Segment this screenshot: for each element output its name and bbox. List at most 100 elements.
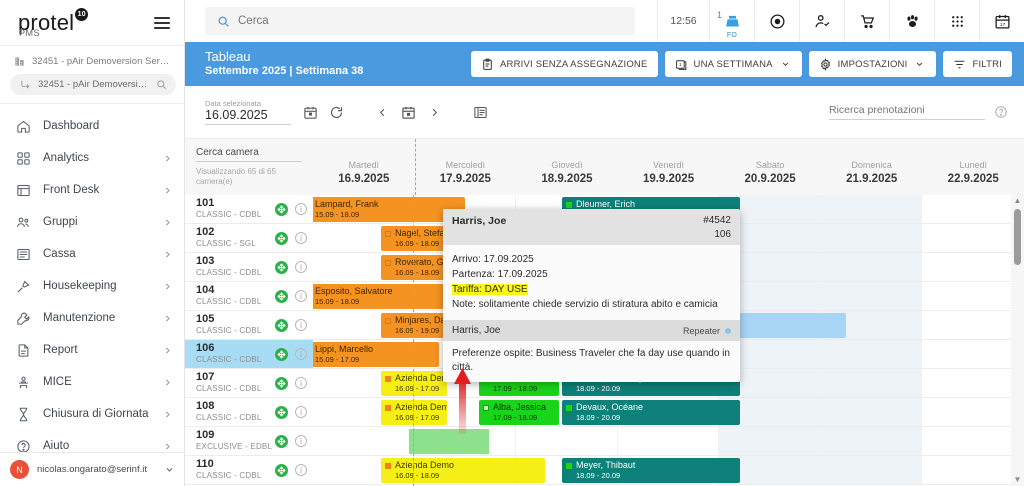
room-status-icon[interactable] [275, 434, 288, 448]
room-info-icon[interactable]: i [295, 377, 307, 389]
room-info-icon[interactable]: i [295, 203, 307, 215]
arrivi-senza-assegnazione-button[interactable]: ARRIVI SENZA ASSEGNAZIONE [470, 51, 658, 77]
day-cell[interactable] [922, 224, 1024, 252]
sidebar-item-manutenzione[interactable]: Manutenzione [0, 302, 184, 334]
day-cell[interactable] [820, 282, 923, 310]
scrollbar-thumb[interactable] [1014, 209, 1021, 265]
room-cell[interactable]: 106 CLASSIC - CDBL i [185, 340, 313, 368]
sidebar-item-gruppi[interactable]: Gruppi [0, 206, 184, 238]
date-picker-button[interactable] [297, 99, 323, 125]
hotel-row-primary[interactable]: 32451 - pAir Demoversion Serenissima [0, 52, 184, 71]
room-row[interactable]: 109 EXCLUSIVE - EDBL i [185, 427, 1024, 456]
room-cell[interactable]: 101 CLASSIC - CDBL i [185, 195, 313, 223]
day-cell[interactable] [820, 253, 923, 281]
day-header[interactable]: Venerdì 19.9.2025 [618, 139, 720, 195]
day-cell[interactable] [922, 427, 1024, 455]
sidebar-item-mice[interactable]: MICE [0, 366, 184, 398]
room-cell[interactable]: 102 CLASSIC - SGL i [185, 224, 313, 252]
room-status-icon[interactable] [275, 231, 288, 245]
scroll-up-arrow-icon[interactable]: ▲ [1013, 196, 1022, 205]
sidebar-item-dashboard[interactable]: Dashboard [0, 110, 184, 142]
day-cell[interactable] [922, 195, 1024, 223]
day-cell[interactable] [922, 311, 1024, 339]
next-day-button[interactable] [421, 99, 447, 125]
day-cell[interactable] [719, 427, 821, 455]
prev-day-button[interactable] [369, 99, 395, 125]
reservation-search[interactable] [829, 104, 1008, 120]
day-header[interactable]: Sabato 20.9.2025 [719, 139, 821, 195]
help-circle-icon[interactable] [994, 105, 1008, 119]
day-header[interactable]: Mercoledì 17.9.2025 [415, 139, 517, 195]
room-info-icon[interactable]: i [295, 232, 307, 244]
room-row[interactable]: 110 CLASSIC - CDBL i Azienda Demo 16.09 - 18… [185, 456, 1024, 485]
scrollbar-track[interactable] [1011, 207, 1024, 474]
target-button[interactable] [754, 0, 799, 42]
reservation-bar[interactable]: Meyer, Thibaut 18.09 - 20.09 [562, 458, 740, 483]
refresh-button[interactable] [323, 99, 349, 125]
room-info-icon[interactable]: i [295, 406, 307, 418]
room-cell[interactable]: 107 CLASSIC - CDBL i [185, 369, 313, 397]
hamburger-menu-icon[interactable] [154, 16, 170, 29]
selected-date-field[interactable]: Data selezionata 16.09.2025 [205, 99, 297, 125]
day-header[interactable]: Giovedì 18.9.2025 [516, 139, 618, 195]
room-info-icon[interactable]: i [295, 464, 307, 476]
sidebar-item-aiuto[interactable]: Aiuto [0, 430, 184, 452]
day-cell[interactable] [820, 398, 923, 426]
impostazioni-button[interactable]: IMPOSTAZIONI [808, 51, 937, 77]
selected-date-value[interactable]: 16.09.2025 [205, 108, 291, 125]
sidebar-item-report[interactable]: Report [0, 334, 184, 366]
cash-register-button[interactable]: 1 FO [709, 0, 754, 42]
day-cell[interactable] [922, 282, 1024, 310]
room-info-icon[interactable]: i [295, 319, 307, 331]
day-cell[interactable] [820, 224, 923, 252]
room-status-icon[interactable] [275, 347, 288, 361]
room-status-icon[interactable] [275, 405, 288, 419]
hotel-row-secondary[interactable]: 32451 - pAir Demoversion Seren... [10, 74, 176, 95]
reservation-bar[interactable]: Azienda Demo 16.09 - 18.09 [381, 458, 545, 483]
reservation-bar[interactable] [409, 429, 489, 454]
reservation-bar[interactable]: Esposito, Salvatore 15.09 - 18.09 [301, 284, 465, 309]
day-header[interactable]: Domenica 21.9.2025 [821, 139, 923, 195]
global-search[interactable] [205, 7, 635, 35]
checkin-button[interactable] [799, 0, 844, 42]
list-view-button[interactable] [467, 99, 493, 125]
day-cell[interactable] [820, 369, 923, 397]
room-info-icon[interactable]: i [295, 348, 307, 360]
room-info-icon[interactable]: i [295, 290, 307, 302]
day-cell[interactable] [516, 427, 618, 455]
room-search-input[interactable]: Cerca camera [196, 147, 302, 162]
reservation-search-input[interactable] [829, 104, 985, 120]
sidebar-item-housekeeping[interactable]: Housekeeping [0, 270, 184, 302]
reservation-bar[interactable]: Alba, Jessica 17.09 - 18.09 [479, 400, 559, 425]
calendar-button[interactable]: 17 [979, 0, 1024, 42]
reservation-bar[interactable]: Devaux, Océane 18.09 - 20.09 [562, 400, 740, 425]
room-cell[interactable]: 103 CLASSIC - CDBL i [185, 253, 313, 281]
search-input[interactable] [238, 15, 623, 27]
apps-grid-button[interactable] [934, 0, 979, 42]
day-cell[interactable] [820, 456, 923, 484]
room-status-icon[interactable] [275, 463, 288, 477]
room-status-icon[interactable] [275, 289, 288, 303]
room-info-icon[interactable]: i [295, 435, 307, 447]
day-cell[interactable] [922, 340, 1024, 368]
day-cell[interactable] [820, 195, 923, 223]
reservation-bar[interactable]: Lippi, Marcello 15.09 - 17.09 [301, 342, 439, 367]
day-header[interactable]: Martedì 16.9.2025 [313, 139, 415, 195]
room-cell[interactable]: 105 CLASSIC - CDBL i [185, 311, 313, 339]
day-header[interactable]: Lunedì 22.9.2025 [922, 139, 1024, 195]
filtri-button[interactable]: FILTRI [943, 51, 1012, 77]
sidebar-item-cassa[interactable]: Cassa [0, 238, 184, 270]
day-cell[interactable] [922, 398, 1024, 426]
paw-button[interactable] [889, 0, 934, 42]
day-cell[interactable] [313, 427, 415, 455]
sidebar-item-front-desk[interactable]: Front Desk [0, 174, 184, 206]
day-cell[interactable] [820, 427, 923, 455]
room-cell[interactable]: 110 CLASSIC - CDBL i [185, 456, 313, 484]
vertical-scrollbar[interactable]: ▲ ▼ [1011, 195, 1024, 486]
user-account-bar[interactable]: N nicolas.ongarato@serinf.it [0, 452, 184, 486]
sidebar-item-analytics[interactable]: Analytics [0, 142, 184, 174]
day-cell[interactable] [415, 427, 517, 455]
